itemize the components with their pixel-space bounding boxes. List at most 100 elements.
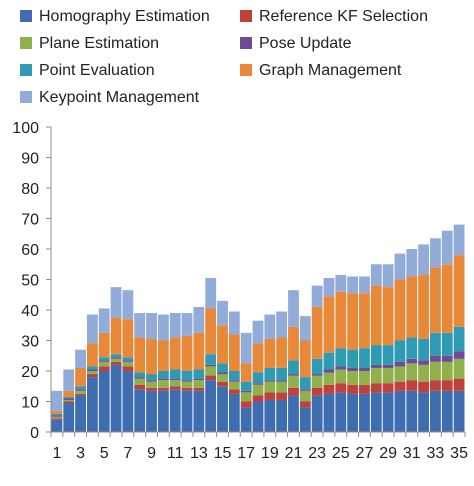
bar-segment <box>193 306 205 333</box>
bar-segment <box>193 369 205 379</box>
bar-segment <box>406 363 418 381</box>
bar-segment <box>169 389 181 432</box>
bar-segment <box>122 319 134 358</box>
x-tick-label: 13 <box>190 445 208 462</box>
bar-segment <box>134 337 146 373</box>
y-axis: 0 10 20 30 40 50 60 70 80 90 100 <box>12 120 52 442</box>
legend-swatch-5 <box>240 64 252 76</box>
bar-segment <box>98 361 110 367</box>
bar-segment <box>51 390 63 411</box>
x-axis: 1 3 5 7 9 11 13 15 17 19 21 23 25 27 29 31 33 35 <box>50 431 468 462</box>
bar-segment <box>134 377 146 379</box>
bar-segment <box>430 380 441 391</box>
bar-segment <box>134 389 146 432</box>
bar-segment <box>441 230 453 265</box>
bar-segment <box>276 380 288 382</box>
bar-segment <box>75 395 86 432</box>
x-tick-label: 9 <box>147 445 156 462</box>
x-tick-label: 19 <box>261 445 279 462</box>
bar-segment <box>252 395 264 402</box>
bar-segment <box>122 366 134 371</box>
bar-segment <box>181 390 193 432</box>
bar-segment <box>311 306 323 359</box>
legend-label-2: Plane Estimation <box>39 35 159 52</box>
y-tick-label: 30 <box>21 334 39 351</box>
bar-segment <box>299 316 311 341</box>
bar-segment <box>240 401 252 408</box>
bar-segment <box>441 332 453 356</box>
bar-segment <box>228 311 240 335</box>
y-tick-label: 0 <box>30 425 39 442</box>
bar-segment <box>418 364 430 382</box>
bar-segment <box>51 415 63 417</box>
bar-segment <box>288 360 299 375</box>
bar-segment <box>75 390 86 394</box>
bar-segment <box>382 345 394 365</box>
bar-segment <box>146 374 157 381</box>
bar-segment <box>205 354 217 365</box>
bar-segment <box>252 383 264 385</box>
bar-segment <box>193 387 205 391</box>
bar-segment <box>98 371 110 432</box>
bar-segment <box>406 390 418 432</box>
bar-segment <box>157 314 169 341</box>
bar-segment <box>252 372 264 384</box>
bar-segment <box>252 343 264 373</box>
bar-segment <box>441 361 453 381</box>
bar-segment <box>205 366 217 376</box>
bar-segment <box>134 313 146 338</box>
bar-segment <box>394 253 406 280</box>
legend: Homography Estimation Reference KF Select… <box>20 8 428 106</box>
bar-segment <box>157 390 169 432</box>
y-tick-label: 100 <box>12 120 39 137</box>
bar-segment <box>75 386 86 390</box>
bar-segment <box>335 291 347 349</box>
bar-segment <box>288 395 299 432</box>
bar-segment <box>453 255 465 327</box>
bar-segment <box>382 264 394 288</box>
bar-segment <box>311 395 323 432</box>
bar-segment <box>276 392 288 400</box>
bar-segment <box>264 367 276 381</box>
legend-swatch-3 <box>240 37 252 49</box>
bar-segment <box>311 387 323 396</box>
bar-segment <box>110 354 122 358</box>
x-tick-label: 27 <box>356 445 374 462</box>
bar-segment <box>63 403 75 432</box>
bar-segment <box>51 419 63 432</box>
bar-segment <box>75 349 86 368</box>
legend-label-0: Homography Estimation <box>39 8 210 25</box>
bar-segment <box>240 381 252 391</box>
bar-segment <box>370 367 382 384</box>
bar-segment <box>75 393 86 396</box>
x-tick-label: 31 <box>403 445 421 462</box>
bar-segment <box>86 343 98 367</box>
bar-segment <box>276 311 288 338</box>
bar-segment <box>205 375 217 381</box>
bar-segment <box>63 369 75 391</box>
bar-segment <box>323 277 335 297</box>
bar-segment <box>323 352 335 370</box>
bar-segment <box>252 401 264 432</box>
bar-segment <box>146 390 157 432</box>
bar-segment <box>86 377 98 432</box>
bar-segment <box>347 371 359 385</box>
bar-segment <box>228 389 240 394</box>
bar-segment <box>217 300 228 326</box>
bar-segment <box>288 374 299 376</box>
bar-segment <box>406 276 418 338</box>
bar-segment <box>86 366 98 370</box>
bar-segment <box>205 380 217 432</box>
bar-segment <box>299 377 311 390</box>
bar-segment <box>157 387 169 391</box>
bar-segment <box>288 375 299 388</box>
bar-segment <box>382 287 394 346</box>
bar-segment <box>122 290 134 320</box>
x-tick-label: 5 <box>100 445 109 462</box>
bar-segment <box>264 399 276 432</box>
bar-segment <box>430 355 441 362</box>
bar-segment <box>311 374 323 376</box>
bar-segment <box>453 358 465 379</box>
bar-segment <box>394 279 406 341</box>
bar-segment <box>394 390 406 432</box>
